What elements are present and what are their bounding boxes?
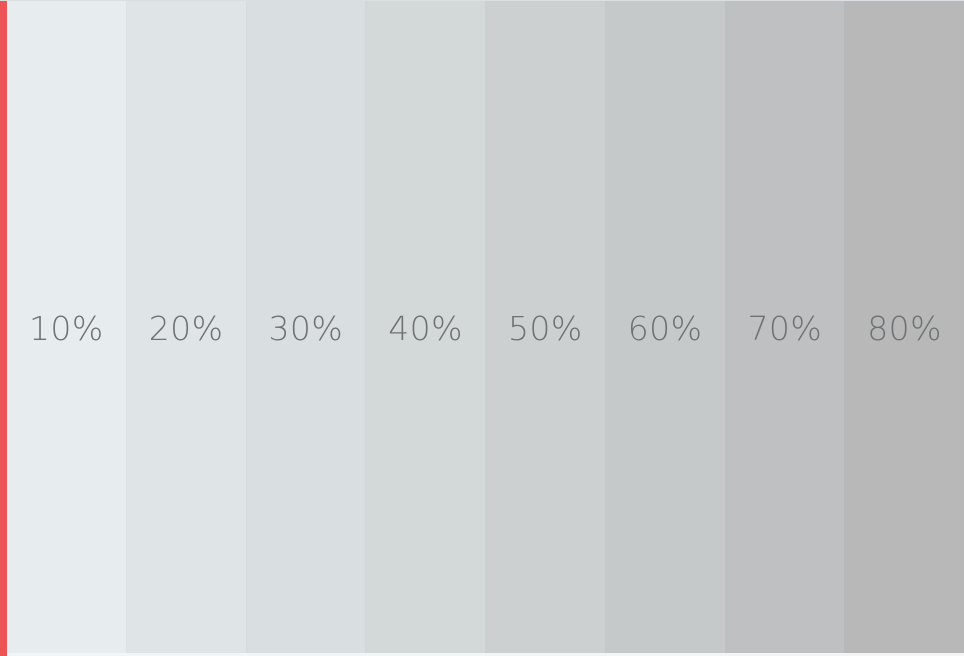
swatch-50: 50% xyxy=(486,1,606,656)
swatch-label: 60% xyxy=(627,309,703,348)
bottom-edge xyxy=(7,653,964,656)
swatch-20: 20% xyxy=(126,1,247,656)
swatch-row: 10% 20% 30% 40% 50% 60% 70% 80% xyxy=(7,1,964,656)
swatch-label: 20% xyxy=(148,309,224,348)
swatch-label: 30% xyxy=(268,309,344,348)
swatch-60: 60% xyxy=(605,1,726,656)
swatch-80: 80% xyxy=(845,1,964,656)
swatch-label: 80% xyxy=(867,309,943,348)
swatch-70: 70% xyxy=(725,1,846,656)
swatch-40: 40% xyxy=(366,1,486,656)
accent-bar xyxy=(0,1,7,656)
swatch-30: 30% xyxy=(246,1,367,656)
swatch-label: 10% xyxy=(28,309,104,348)
swatch-label: 40% xyxy=(388,309,464,348)
swatch-label: 70% xyxy=(747,309,823,348)
swatch-10: 10% xyxy=(7,1,127,656)
swatch-label: 50% xyxy=(507,309,583,348)
